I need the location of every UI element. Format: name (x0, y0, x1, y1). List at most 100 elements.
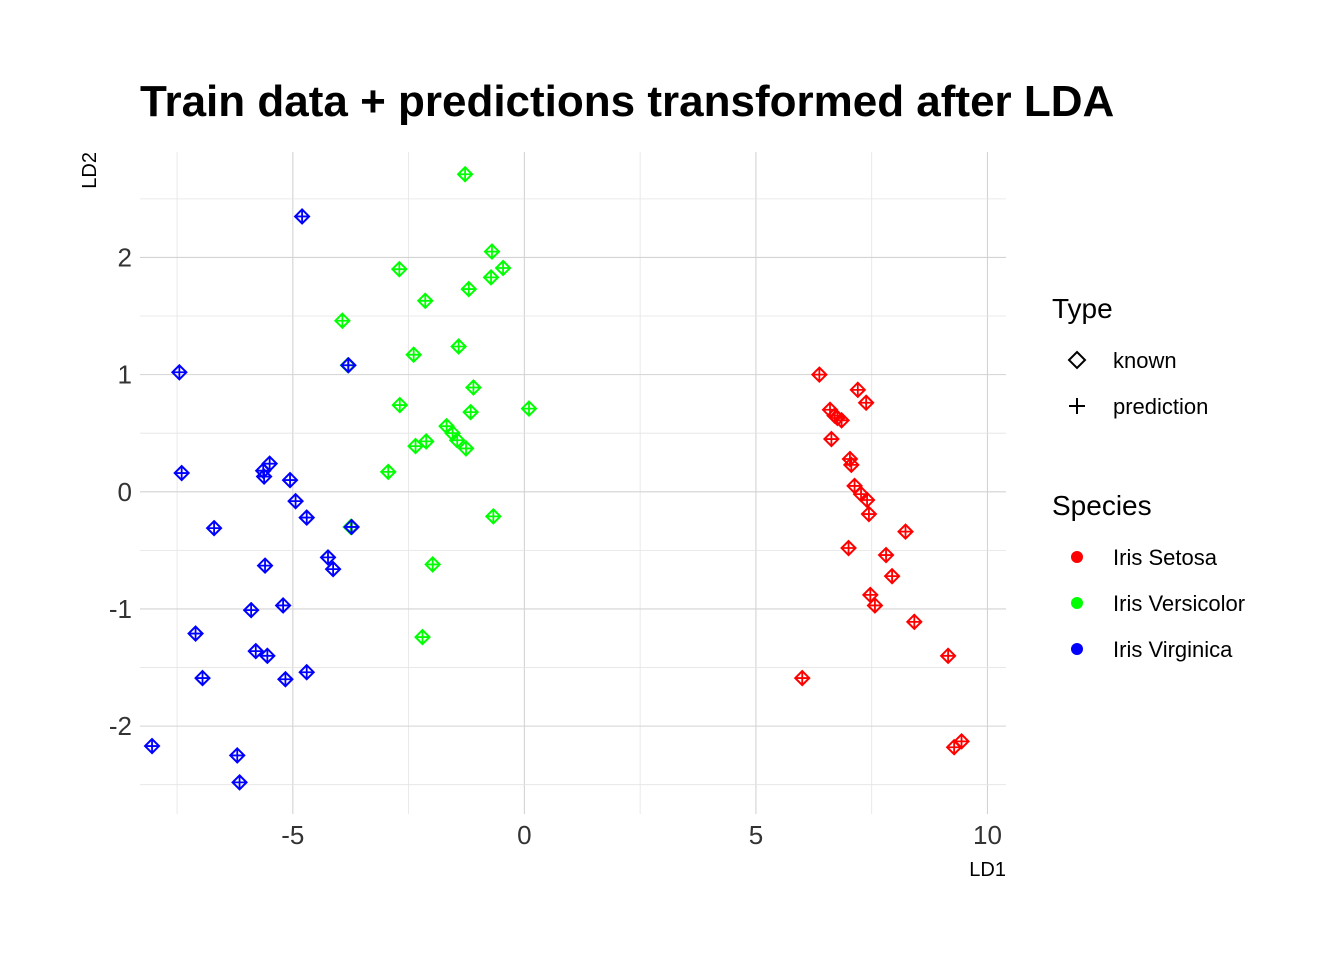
data-point-known (143, 737, 161, 755)
chart-title: Train data + predictions transformed aft… (140, 77, 1114, 126)
data-point-known (407, 437, 424, 455)
y-tick-label: 1 (118, 360, 132, 390)
data-point-prediction (196, 672, 209, 685)
data-point-prediction (284, 474, 297, 487)
data-point-known (877, 546, 895, 564)
data-point-known (293, 208, 311, 225)
data-point-known (793, 669, 811, 687)
data-point-known (339, 356, 357, 374)
data-point-prediction (416, 631, 429, 644)
legend-key-prediction: prediction (1069, 394, 1208, 419)
legend-key-known: known (1067, 348, 1177, 373)
x-tick-label: 0 (517, 820, 531, 850)
data-point-prediction (426, 558, 439, 571)
data-point-prediction (485, 245, 498, 258)
data-point-known (194, 669, 211, 687)
x-axis-label: LD1 (969, 859, 1006, 881)
data-point-prediction (382, 465, 395, 478)
data-point-known (462, 403, 480, 421)
data-point-prediction (886, 570, 899, 583)
legend-label-prediction: prediction (1113, 394, 1208, 419)
legend-label-known: known (1113, 348, 1177, 373)
data-point-prediction (860, 396, 873, 409)
grid (140, 152, 1006, 814)
legend: Type known prediction Species Iris Setos… (1052, 293, 1245, 662)
data-point-prediction (796, 672, 809, 685)
data-point-known (390, 260, 408, 278)
data-point-known (255, 468, 273, 485)
data-point-known (822, 430, 840, 448)
data-point-known (333, 312, 351, 330)
data-point-known (391, 396, 409, 414)
data-point-prediction (813, 368, 826, 381)
data-point-prediction (452, 340, 465, 353)
legend-key-virginica: Iris Virginica (1071, 637, 1233, 662)
data-point-prediction (279, 673, 292, 686)
y-tick-label: -2 (109, 711, 132, 741)
data-point-prediction (300, 666, 313, 679)
data-point-known (939, 647, 957, 665)
data-point-known (520, 400, 538, 418)
data-point-known (258, 647, 276, 665)
legend-type-title: Type (1052, 293, 1113, 324)
data-point-known (456, 165, 474, 183)
data-point-known (417, 432, 435, 450)
data-point-known (842, 456, 860, 474)
data-point-prediction (942, 649, 955, 662)
data-point-prediction (459, 168, 472, 181)
dot-icon (1071, 597, 1083, 609)
legend-species-title: Species (1052, 490, 1152, 521)
data-point-known (274, 597, 292, 614)
data-point-known (883, 567, 901, 585)
data-point-prediction (451, 434, 464, 447)
data-point-known (858, 491, 876, 509)
data-point-known (231, 773, 248, 791)
data-point-prediction (464, 406, 477, 419)
data-point-prediction (485, 271, 498, 284)
y-tick-label: -1 (109, 594, 132, 624)
data-point-prediction (189, 627, 202, 640)
dot-icon (1071, 643, 1083, 655)
x-tick-label: 10 (973, 820, 1002, 850)
data-point-known (465, 379, 482, 396)
data-point-prediction (420, 435, 433, 448)
data-point-known (450, 338, 468, 355)
data-point-prediction (249, 645, 262, 658)
data-point-known (484, 507, 502, 525)
data-point-known (482, 268, 500, 286)
data-point-prediction (848, 479, 861, 492)
y-tick-label: 2 (118, 242, 132, 272)
data-point-known (379, 463, 397, 481)
data-point-prediction (835, 414, 848, 427)
data-point-prediction (851, 383, 864, 396)
data-point-prediction (880, 549, 893, 562)
data-point-prediction (296, 210, 309, 223)
data-point-prediction (231, 749, 244, 762)
data-point-prediction (342, 359, 355, 372)
data-point-prediction (908, 615, 921, 628)
data-point-known (205, 519, 223, 537)
data-point-known (857, 394, 875, 412)
data-point-known (905, 613, 923, 631)
data-point-prediction (842, 542, 855, 555)
data-point-prediction (327, 563, 340, 576)
data-point-prediction (233, 776, 246, 789)
data-point-known (298, 663, 316, 681)
axis-ticks: -5 0 5 10 -2 -1 0 1 2 (109, 242, 1002, 850)
data-point-prediction (300, 511, 313, 524)
legend-label-setosa: Iris Setosa (1113, 545, 1218, 570)
data-point-known (841, 450, 859, 468)
plus-icon (1069, 398, 1085, 414)
data-point-known (416, 292, 434, 310)
data-point-prediction (440, 420, 453, 433)
data-point-prediction (263, 457, 276, 470)
data-point-known (849, 381, 867, 399)
data-point-prediction (523, 402, 536, 415)
data-point-known (298, 509, 316, 526)
data-point-known (170, 363, 188, 381)
dot-icon (1071, 551, 1083, 563)
data-point-prediction (487, 510, 500, 523)
x-tick-label: 5 (749, 820, 763, 850)
data-point-prediction (289, 495, 302, 508)
series-iris-virginica (143, 208, 361, 791)
